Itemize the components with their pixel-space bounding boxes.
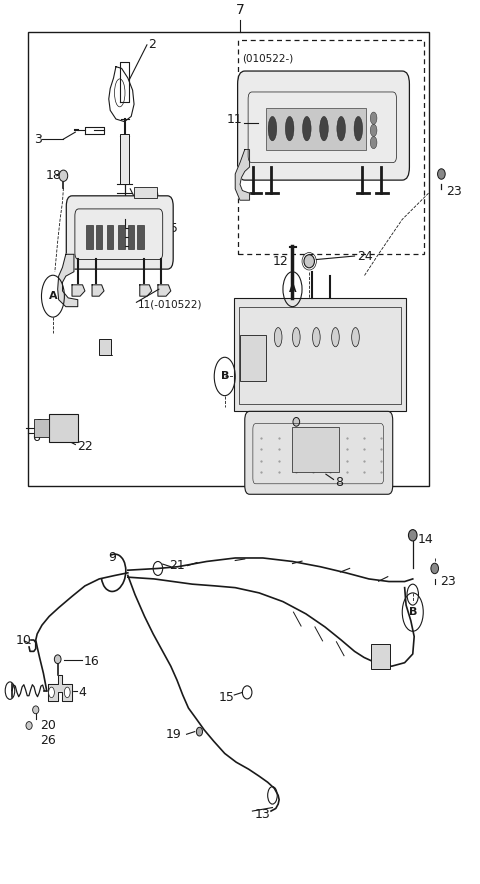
Bar: [266, 108, 366, 149]
Ellipse shape: [354, 117, 363, 141]
Text: 26: 26: [40, 734, 56, 747]
Polygon shape: [72, 285, 85, 296]
Ellipse shape: [268, 117, 277, 141]
Text: 23: 23: [441, 575, 456, 588]
Ellipse shape: [332, 328, 339, 347]
FancyBboxPatch shape: [245, 411, 393, 494]
Bar: [107, 225, 113, 249]
Ellipse shape: [320, 117, 328, 141]
Ellipse shape: [275, 328, 282, 347]
Text: 10: 10: [16, 635, 32, 647]
Bar: [49, 414, 78, 442]
FancyBboxPatch shape: [238, 71, 409, 180]
Circle shape: [370, 125, 377, 136]
Ellipse shape: [293, 417, 300, 426]
Bar: [86, 225, 93, 249]
Polygon shape: [48, 674, 72, 701]
Ellipse shape: [302, 117, 311, 141]
Ellipse shape: [408, 530, 417, 541]
Text: 3: 3: [34, 133, 42, 146]
Text: 21: 21: [169, 560, 185, 572]
Bar: [118, 225, 124, 249]
Text: 5: 5: [141, 202, 149, 216]
Text: 1: 1: [106, 346, 113, 359]
Text: 12: 12: [273, 255, 288, 268]
Ellipse shape: [438, 169, 445, 179]
Ellipse shape: [54, 655, 61, 664]
Text: 19: 19: [166, 728, 182, 741]
Text: (010522-): (010522-): [242, 54, 294, 64]
Bar: [234, 298, 406, 411]
Text: 4: 4: [79, 686, 86, 699]
Text: B: B: [408, 607, 417, 617]
Polygon shape: [140, 285, 152, 296]
Ellipse shape: [304, 255, 314, 268]
Text: 8: 8: [336, 476, 344, 490]
FancyBboxPatch shape: [66, 196, 173, 269]
Text: 25: 25: [162, 222, 178, 234]
Text: 9: 9: [108, 552, 116, 565]
Circle shape: [64, 687, 70, 697]
Text: 17: 17: [312, 450, 327, 463]
Ellipse shape: [431, 563, 439, 574]
Text: 6: 6: [34, 418, 42, 431]
Ellipse shape: [312, 328, 320, 347]
Bar: [240, 335, 266, 381]
Text: 22: 22: [77, 439, 93, 453]
Bar: [239, 307, 401, 404]
Ellipse shape: [26, 721, 32, 729]
Circle shape: [370, 136, 377, 149]
Polygon shape: [92, 285, 104, 296]
Text: 14: 14: [418, 533, 433, 546]
Bar: [34, 419, 49, 437]
Bar: [96, 225, 102, 249]
Ellipse shape: [196, 728, 203, 736]
Bar: [238, 41, 424, 255]
Text: 18: 18: [45, 169, 61, 182]
Text: 15: 15: [218, 691, 234, 704]
Text: 6: 6: [32, 431, 39, 444]
Ellipse shape: [59, 170, 68, 181]
Text: A: A: [289, 284, 296, 294]
Ellipse shape: [285, 117, 294, 141]
Circle shape: [48, 687, 54, 697]
Text: 13: 13: [254, 808, 270, 821]
Ellipse shape: [352, 328, 360, 347]
Bar: [128, 225, 134, 249]
Bar: [371, 644, 390, 669]
Bar: [137, 225, 144, 249]
Bar: [28, 32, 429, 485]
Text: 11(-010522): 11(-010522): [137, 300, 202, 310]
Ellipse shape: [33, 706, 39, 713]
Text: 23: 23: [446, 185, 462, 198]
Bar: [291, 427, 339, 472]
Text: B: B: [220, 371, 229, 382]
Text: 24: 24: [357, 249, 372, 263]
Bar: [99, 339, 111, 354]
Ellipse shape: [337, 117, 346, 141]
Circle shape: [370, 112, 377, 125]
Text: 20: 20: [40, 719, 56, 732]
Ellipse shape: [292, 328, 300, 347]
Bar: [120, 133, 129, 185]
Polygon shape: [235, 149, 250, 200]
Bar: [134, 187, 157, 198]
Text: A: A: [48, 291, 57, 301]
Polygon shape: [158, 285, 171, 296]
Text: 2: 2: [148, 38, 156, 51]
Text: 11: 11: [227, 112, 242, 126]
Polygon shape: [58, 255, 78, 307]
Text: 7: 7: [236, 3, 244, 17]
Text: 16: 16: [84, 655, 99, 668]
